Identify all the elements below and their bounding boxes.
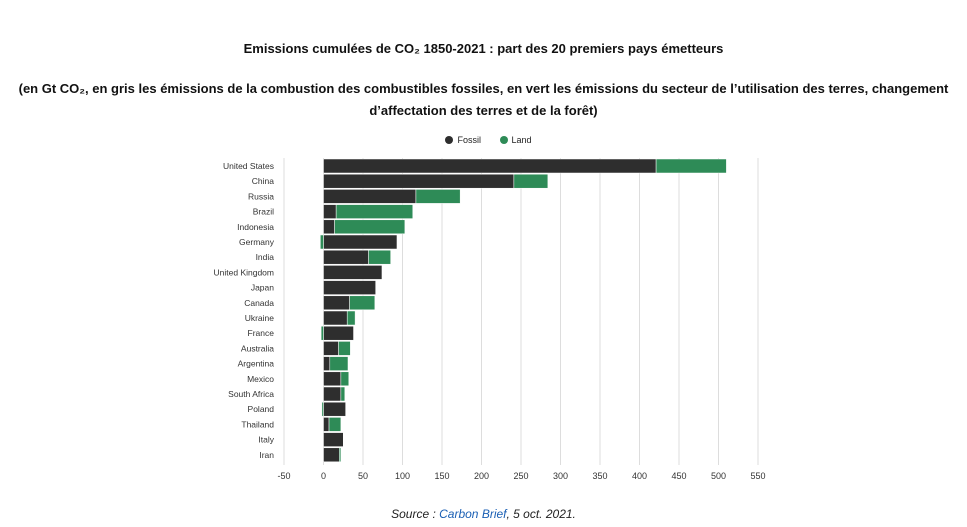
bar-fossil xyxy=(323,341,339,356)
x-tick-label: 0 xyxy=(321,471,326,481)
x-tick-label: 50 xyxy=(358,471,368,481)
bar-fossil xyxy=(323,447,340,463)
bar-fossil xyxy=(323,310,348,326)
bar-fossil xyxy=(323,417,330,432)
bar-land xyxy=(334,219,406,235)
bar-chart: -50 0 50 100 150 200 250 300 350 400 450 500 550 Unit… xyxy=(214,158,766,481)
y-category-label: France xyxy=(248,328,275,338)
legend: Fossil Land xyxy=(186,135,791,145)
y-category-label: Germany xyxy=(239,237,275,247)
bar-land xyxy=(321,401,324,417)
y-category-label: United States xyxy=(223,161,274,171)
bar-land xyxy=(368,249,391,265)
chart-subtitle: (en Gt CO₂, en gris les émissions de la … xyxy=(18,81,949,118)
x-tick-label: 550 xyxy=(750,471,765,481)
bar-land xyxy=(346,310,356,326)
y-category-label: Indonesia xyxy=(237,222,274,232)
y-category-label: Brazil xyxy=(253,207,274,217)
bar-fossil xyxy=(323,386,342,402)
legend-dot-fossil xyxy=(445,136,454,144)
bar-fossil xyxy=(323,204,337,219)
bar-fossil xyxy=(323,249,369,265)
chart-title: Emissions cumulées de CO₂ 1850-2021 : pa… xyxy=(243,41,724,56)
y-category-label: Ukraine xyxy=(245,313,275,323)
legend-item-fossil[interactable]: Fossil xyxy=(445,135,481,145)
y-category-label: Thailand xyxy=(241,419,274,429)
y-category-label: South Africa xyxy=(228,389,274,399)
bar-fossil xyxy=(323,371,342,387)
x-tick-label: 500 xyxy=(711,471,726,481)
x-tick-label: 250 xyxy=(513,471,528,481)
y-category-label: Russia xyxy=(248,191,274,201)
bar-fossil xyxy=(323,325,354,341)
bar-fossil xyxy=(323,280,376,295)
bar-fossil xyxy=(323,189,417,204)
bar-land xyxy=(320,234,324,250)
y-category-label: Australia xyxy=(241,343,274,353)
y-category-label: Argentina xyxy=(238,359,275,369)
bar-land xyxy=(328,417,342,432)
x-tick-label: 450 xyxy=(671,471,686,481)
bar-fossil xyxy=(323,234,398,250)
y-category-label: India xyxy=(256,252,275,262)
x-tick-label: 100 xyxy=(395,471,410,481)
source-suffix: , 5 oct. 2021. xyxy=(506,507,576,521)
bar-fossil xyxy=(323,295,350,311)
bar-land xyxy=(339,447,342,463)
y-category-label: Poland xyxy=(248,404,275,414)
bar-fossil xyxy=(323,432,344,447)
bar-land xyxy=(415,189,461,204)
bar-land xyxy=(329,356,349,371)
y-category-label: Iran xyxy=(259,450,274,460)
bar-land xyxy=(349,295,376,311)
y-category-label: Italy xyxy=(258,435,274,445)
legend-label-land: Land xyxy=(511,135,532,145)
bar-land xyxy=(320,325,324,341)
bar-land xyxy=(655,158,727,174)
bar-fossil xyxy=(323,265,383,280)
x-tick-label: 150 xyxy=(434,471,449,481)
bar-land xyxy=(335,204,414,219)
x-tick-label: 300 xyxy=(553,471,568,481)
legend-item-land[interactable]: Land xyxy=(499,135,532,145)
y-category-label: Canada xyxy=(244,298,274,308)
x-tick-label: 200 xyxy=(474,471,489,481)
bar-fossil xyxy=(323,173,515,189)
x-tick-label: 350 xyxy=(592,471,607,481)
y-category-label: United Kingdom xyxy=(214,267,274,277)
source-prefix: Source : xyxy=(391,507,440,521)
bar-fossil xyxy=(323,219,335,235)
source-link[interactable]: Carbon Brief xyxy=(439,507,507,521)
bar-fossil xyxy=(323,158,657,174)
bar-land xyxy=(338,341,351,356)
y-category-label: Japan xyxy=(251,283,274,293)
bar-fossil xyxy=(323,356,331,371)
bar-fossil xyxy=(323,401,346,417)
y-category-label: Mexico xyxy=(247,374,274,384)
bar-land xyxy=(340,371,350,387)
bar-land xyxy=(513,173,549,189)
x-tick-label: 400 xyxy=(632,471,647,481)
legend-label-fossil: Fossil xyxy=(457,135,481,145)
source-line: Source : Carbon Brief, 5 oct. 2021. xyxy=(0,507,967,521)
legend-dot-land xyxy=(499,136,508,144)
bar-land xyxy=(340,386,346,402)
y-category-label: China xyxy=(252,176,274,186)
chart-card xyxy=(186,130,791,488)
x-tick-label: -50 xyxy=(277,471,290,481)
